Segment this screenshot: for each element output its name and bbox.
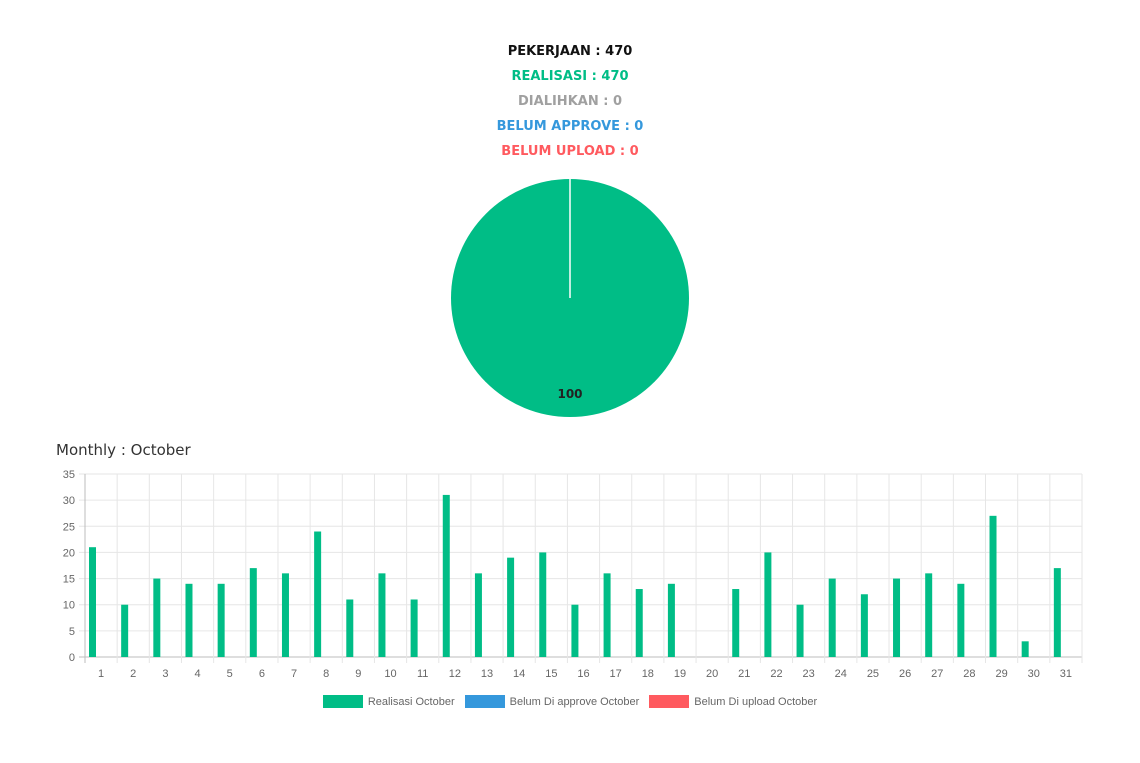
pekerjaan-count: PEKERJAAN : 470 <box>507 44 633 59</box>
x-tick-label: 10 <box>384 668 396 680</box>
x-tick-label: 12 <box>449 668 461 680</box>
bar <box>410 599 418 657</box>
bar <box>249 568 257 657</box>
x-tick-label: 6 <box>259 668 265 680</box>
x-tick-label: 14 <box>513 668 525 680</box>
x-tick-label: 2 <box>130 668 136 680</box>
belum-approve-count: BELUM APPROVE : 0 <box>496 119 644 134</box>
x-tick-label: 30 <box>1028 668 1040 680</box>
bar-chart-legend: Realisasi October Belum Di approve Octobe… <box>0 695 1140 708</box>
monthly-chart-title: Monthly : October <box>56 441 191 459</box>
legend-swatch <box>649 695 690 708</box>
x-tick-label: 5 <box>227 668 233 680</box>
x-tick-label: 11 <box>417 668 428 680</box>
bar <box>1021 641 1029 657</box>
legend-label: Realisasi October <box>367 695 455 708</box>
bar <box>732 589 740 657</box>
x-tick-label: 3 <box>162 668 168 680</box>
bar <box>796 604 804 657</box>
y-tick-label: 30 <box>63 495 75 507</box>
y-tick-label: 10 <box>63 600 75 612</box>
bar <box>571 604 579 657</box>
y-tick-label: 15 <box>63 574 75 586</box>
x-tick-label: 22 <box>770 668 782 680</box>
bar <box>281 573 289 657</box>
bar <box>314 531 322 657</box>
bar <box>89 547 96 657</box>
x-tick-label: 9 <box>355 668 361 680</box>
x-tick-label: 27 <box>931 668 943 680</box>
bar <box>989 515 997 657</box>
x-tick-label: 20 <box>706 668 718 680</box>
x-tick-label: 23 <box>803 668 815 680</box>
bar <box>957 583 965 657</box>
bar <box>153 578 161 657</box>
x-tick-label: 7 <box>291 668 297 680</box>
belum-upload-count: BELUM UPLOAD : 0 <box>501 144 639 159</box>
bar <box>346 599 354 657</box>
bar <box>217 583 225 657</box>
legend-item[interactable]: Realisasi October <box>322 695 455 708</box>
realisasi-count: REALISASI : 470 <box>511 69 629 84</box>
x-tick-label: 8 <box>323 668 329 680</box>
dialihkan-count: DIALIHKAN : 0 <box>518 94 622 109</box>
pie-chart: 100 <box>451 179 689 417</box>
x-tick-label: 19 <box>674 668 686 680</box>
bar <box>764 552 772 657</box>
bar <box>828 578 836 657</box>
y-tick-label: 0 <box>69 652 75 664</box>
bar <box>860 594 868 657</box>
x-tick-label: 16 <box>577 668 589 680</box>
x-tick-label: 4 <box>195 668 201 680</box>
bar <box>1053 568 1061 657</box>
legend-label: Belum Di upload October <box>694 695 818 708</box>
pie-slice-label: 100 <box>557 387 582 401</box>
legend-item[interactable]: Belum Di upload October <box>649 695 817 708</box>
y-tick-label: 35 <box>63 469 75 481</box>
x-tick-label: 29 <box>995 668 1007 680</box>
bar <box>925 573 933 657</box>
bar <box>378 573 386 657</box>
bar <box>507 557 515 657</box>
x-tick-label: 15 <box>545 668 557 680</box>
bar <box>539 552 547 657</box>
y-tick-label: 25 <box>63 521 75 533</box>
bar <box>603 573 611 657</box>
bar <box>185 583 193 657</box>
bar <box>474 573 482 657</box>
x-tick-label: 24 <box>835 668 847 680</box>
legend-swatch <box>464 695 505 708</box>
x-tick-label: 1 <box>98 668 104 680</box>
y-tick-label: 5 <box>69 626 75 638</box>
legend-swatch <box>322 695 363 708</box>
bar <box>442 494 450 657</box>
x-tick-label: 21 <box>738 668 750 680</box>
x-tick-label: 17 <box>610 668 622 680</box>
bar <box>635 589 643 657</box>
x-tick-label: 28 <box>963 668 975 680</box>
legend-label: Belum Di approve October <box>509 695 640 708</box>
x-tick-label: 31 <box>1060 668 1072 680</box>
legend-item[interactable]: Belum Di approve October <box>464 695 640 708</box>
x-tick-label: 26 <box>899 668 911 680</box>
bar <box>121 604 129 657</box>
y-tick-label: 20 <box>63 547 75 559</box>
x-tick-label: 18 <box>642 668 654 680</box>
x-tick-label: 25 <box>867 668 879 680</box>
x-tick-label: 13 <box>481 668 493 680</box>
bar <box>667 583 675 657</box>
bar <box>893 578 901 657</box>
